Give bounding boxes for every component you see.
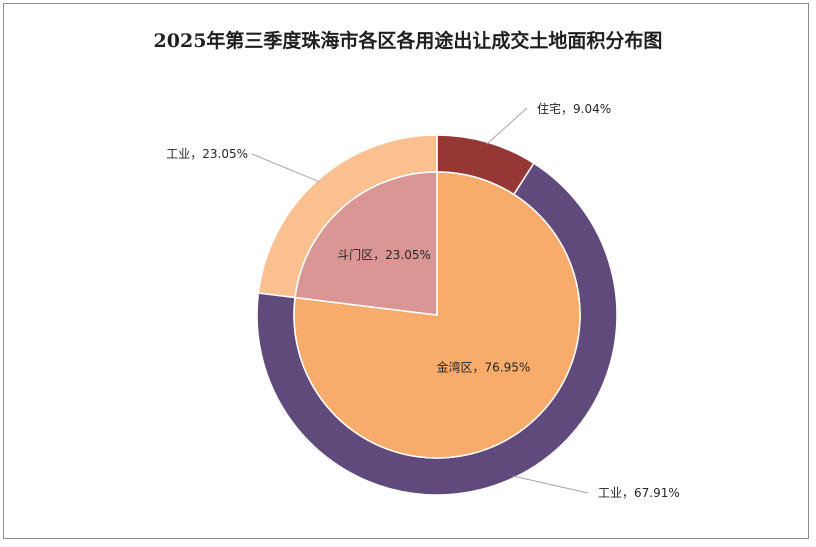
inner-label-1: 斗门区，23.05% bbox=[337, 247, 431, 262]
outer-label-0: 住宅，9.04% bbox=[537, 101, 611, 116]
inner-slice-0 bbox=[293, 171, 581, 459]
leader-line-2 bbox=[251, 153, 320, 183]
leader-line-0 bbox=[486, 107, 528, 145]
chart-title: 2025年第三季度珠海市各区各用途出让成交土地面积分布图 bbox=[153, 30, 663, 52]
outer-label-1: 工业，67.91% bbox=[598, 486, 680, 500]
leader-line-1 bbox=[512, 475, 589, 494]
outer-label-2: 工业，23.05% bbox=[166, 147, 248, 161]
inner-slice-1 bbox=[294, 171, 438, 316]
inner-label-0: 金湾区，76.95% bbox=[436, 359, 530, 374]
